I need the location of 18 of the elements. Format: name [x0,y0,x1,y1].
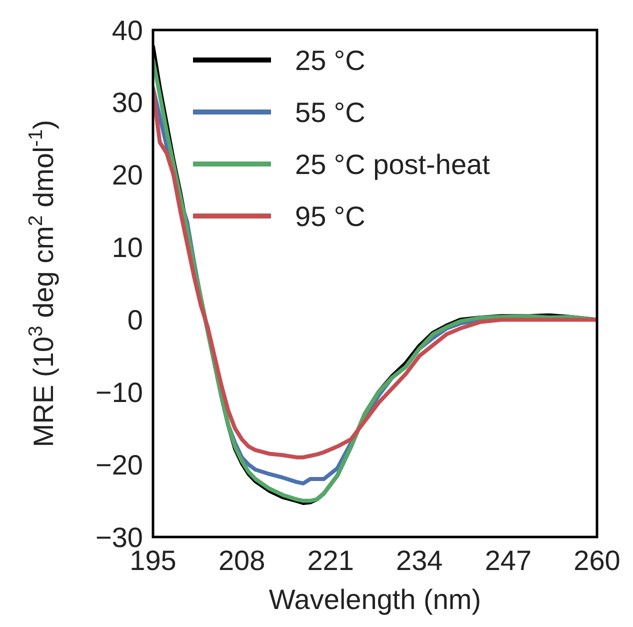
y-tick-label: 40 [112,14,143,46]
x-tick-label: 234 [396,545,443,576]
x-tick-label: 221 [307,545,354,576]
legend-label: 95 °C [295,200,366,232]
y-tick-label: 20 [112,160,143,191]
y-tick-label: 10 [112,232,143,264]
legend-label: 55 °C [295,96,366,128]
x-tick-label: 260 [574,545,620,576]
legend-label: 25 °C [295,44,366,76]
y-tick-label: 30 [112,87,143,118]
x-tick-label: 208 [218,545,266,576]
x-tick-label: 247 [484,545,532,576]
x-axis-title: Wavelength (nm) [268,584,482,615]
legend-label: 25 °C post-heat [295,148,490,180]
y-tick-label: 0 [127,304,143,336]
line-series [153,88,597,460]
y-tick-label: −10 [96,376,143,408]
y-tick-label: −20 [96,449,143,480]
